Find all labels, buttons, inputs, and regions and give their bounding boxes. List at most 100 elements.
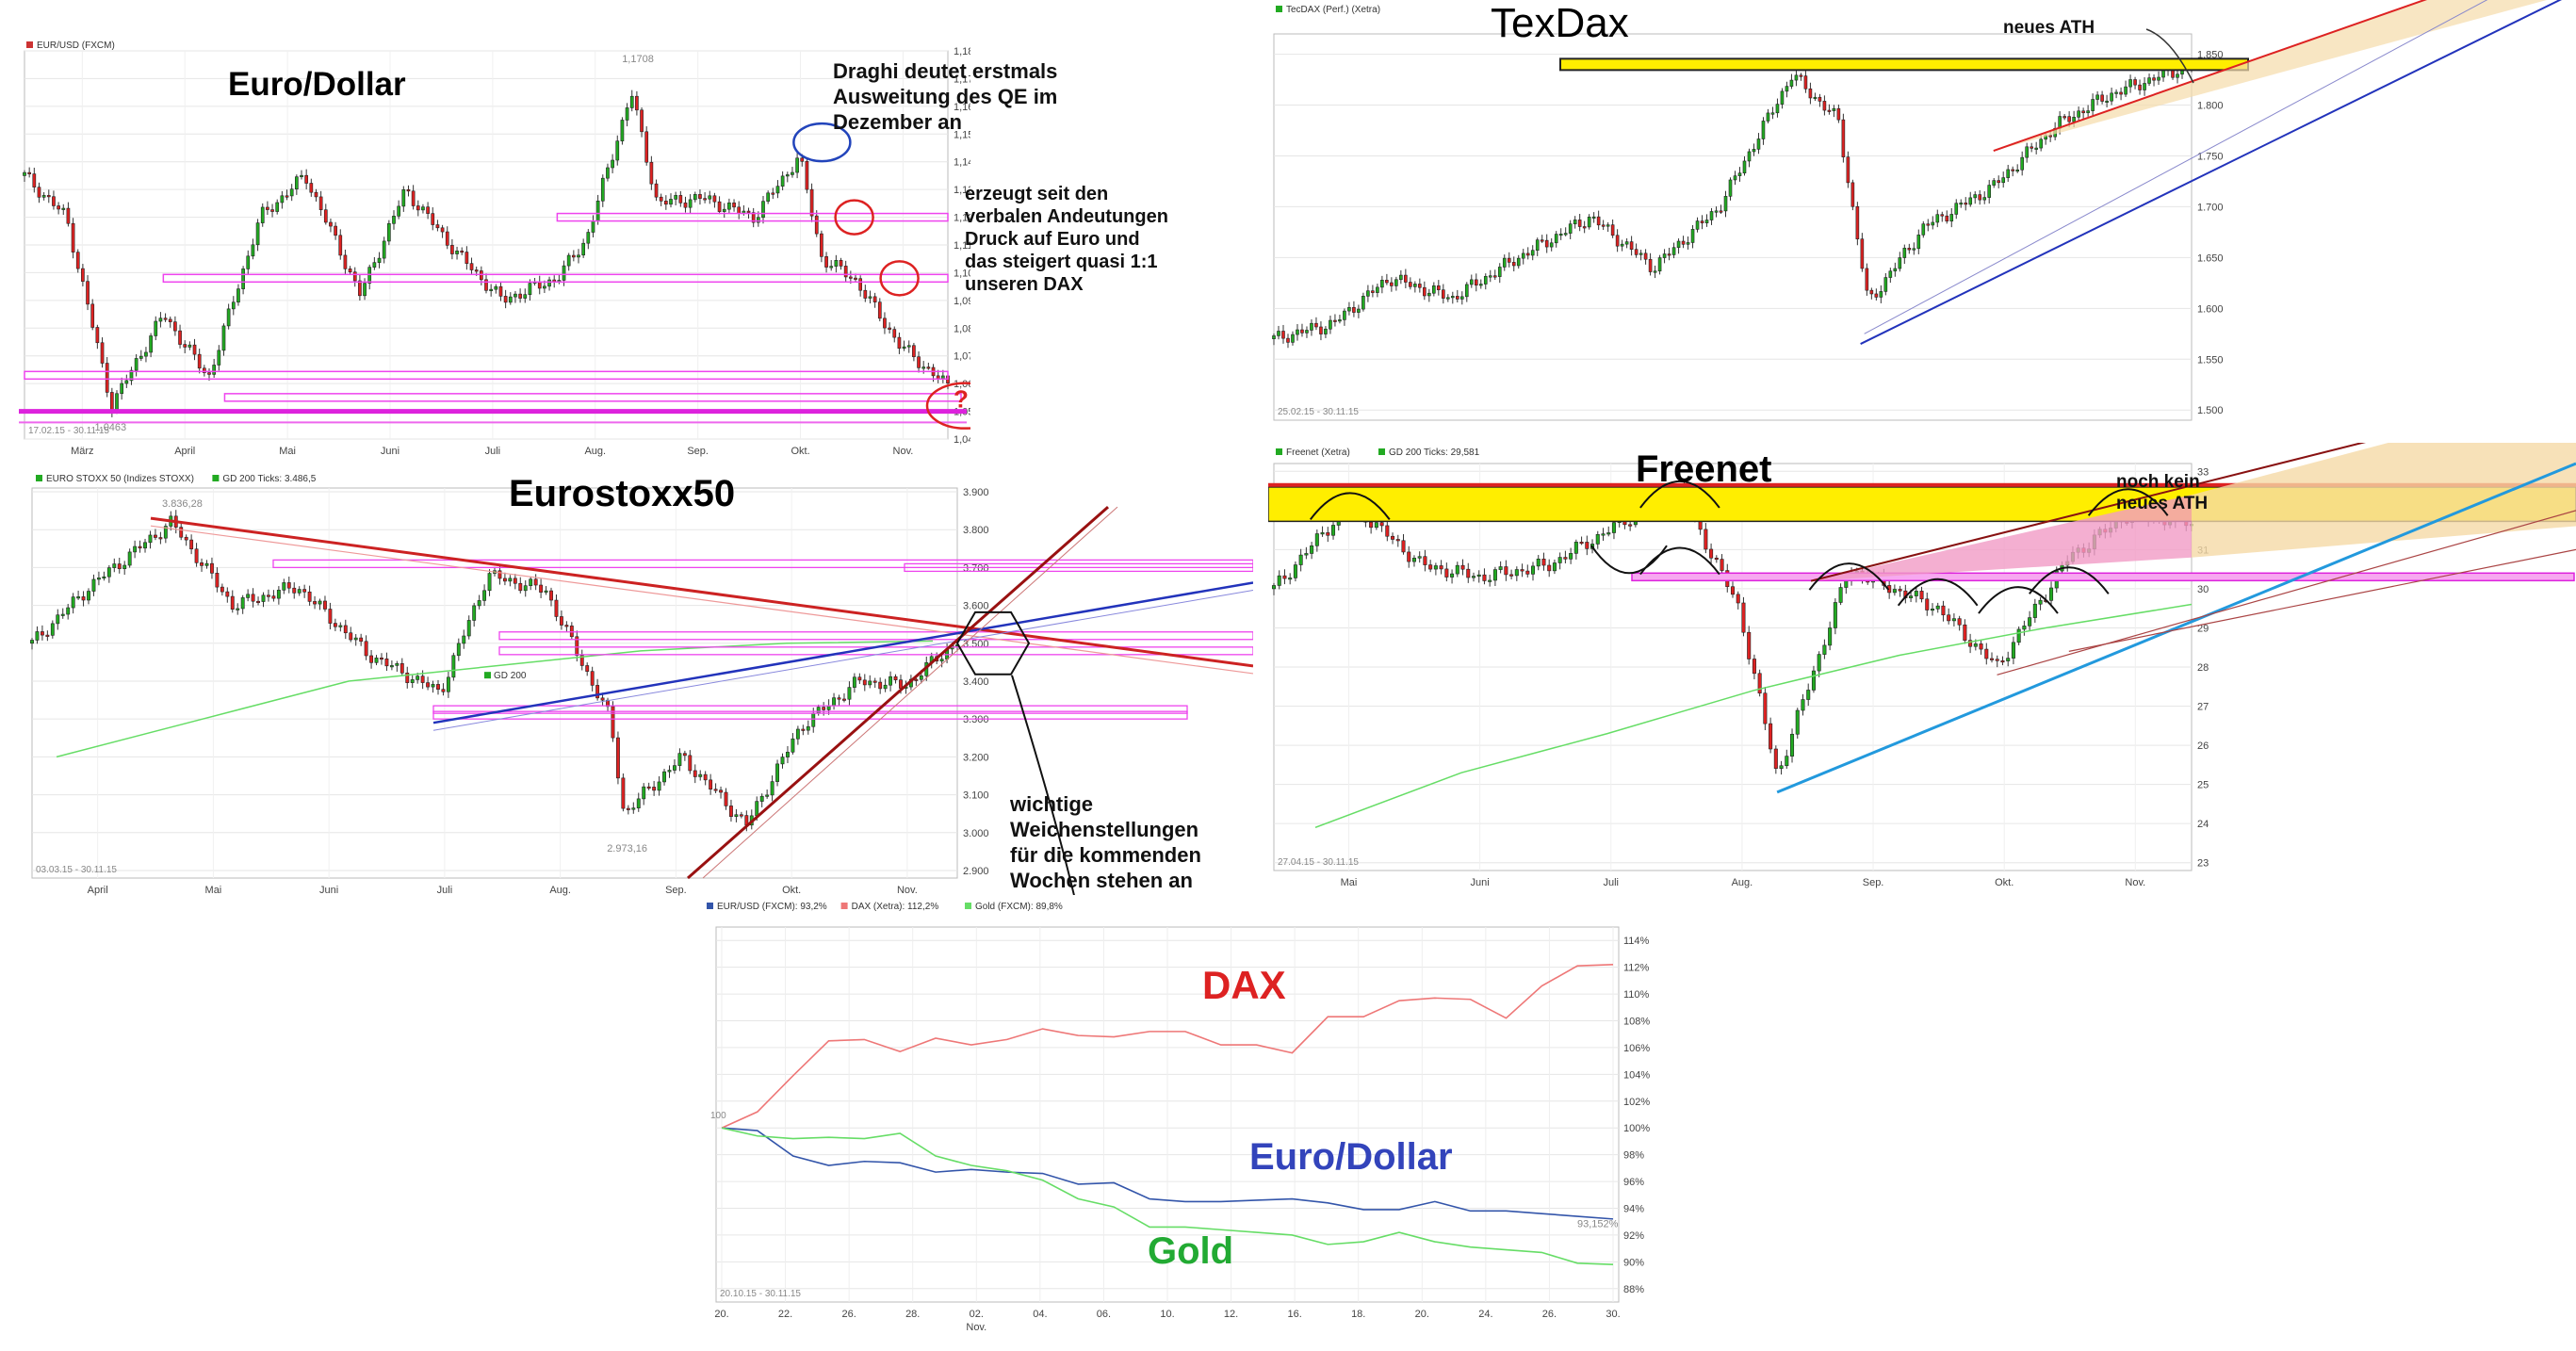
candle — [2001, 177, 2006, 184]
low-label: 2.973,16 — [607, 843, 647, 855]
candle — [2006, 658, 2011, 661]
candle — [240, 597, 245, 610]
x-tick-label: Mai — [279, 446, 296, 457]
candle — [820, 233, 823, 257]
candle — [87, 591, 90, 601]
candle — [508, 296, 513, 303]
pattern-arc — [1639, 546, 1720, 576]
eurusd-svg: 1,041,051,061,071,081,091,101,111,121,13… — [19, 41, 970, 457]
y-tick-label: 108% — [1623, 1017, 1650, 1028]
plot-frame — [31, 487, 958, 879]
candle — [939, 659, 944, 662]
candle — [1391, 535, 1395, 540]
candle — [1733, 175, 1737, 181]
candle — [389, 665, 394, 668]
candle — [1488, 579, 1492, 582]
candle — [554, 599, 559, 617]
candle — [256, 600, 260, 604]
date-range-label: 17.02.15 - 30.11.15 — [28, 426, 109, 436]
candle — [858, 278, 863, 291]
candle — [1892, 589, 1897, 594]
eurusd-annotation-druck: erzeugt seit den verbalen Andeutungen Dr… — [965, 183, 1229, 296]
candle — [724, 791, 728, 806]
support-level — [24, 370, 949, 381]
y-tick-label: 2.900 — [963, 866, 989, 877]
candle — [338, 625, 343, 627]
candle — [236, 288, 240, 303]
candle — [1736, 594, 1740, 604]
channel-fill — [1993, 0, 2547, 152]
candle — [1615, 235, 1620, 247]
candle — [1761, 121, 1766, 139]
candle — [688, 755, 693, 772]
candle — [1611, 522, 1616, 533]
x-tick-label: Okt. — [782, 885, 801, 896]
x-tick-label: Aug. — [549, 885, 571, 896]
candle — [1376, 286, 1379, 293]
candle — [693, 770, 697, 777]
candle — [1811, 670, 1816, 691]
x-tick-label: Aug. — [1732, 877, 1753, 888]
y-tick-label: 26 — [2197, 741, 2209, 752]
candle — [1997, 180, 2001, 184]
freenet-title: Freenet — [1636, 448, 1772, 490]
candle — [868, 680, 872, 686]
pattern-arc — [2029, 566, 2110, 594]
candle — [246, 255, 251, 269]
support-level — [556, 212, 949, 222]
candle — [591, 220, 595, 233]
candle — [1437, 285, 1441, 290]
candle — [1987, 185, 1992, 198]
candle — [569, 626, 574, 638]
candle — [1573, 220, 1577, 225]
candle — [318, 600, 322, 605]
candle — [1557, 557, 1562, 563]
legend-swatch — [840, 903, 848, 909]
up-trendline — [432, 581, 1253, 724]
candle — [562, 265, 566, 281]
candle — [292, 587, 297, 594]
y-tick-label: 92% — [1623, 1230, 1644, 1242]
candle — [314, 191, 318, 198]
candle — [854, 277, 857, 280]
candle — [513, 578, 517, 584]
pink-level — [1631, 572, 2575, 582]
candle — [1478, 284, 1483, 286]
candle — [280, 195, 285, 203]
candle — [267, 594, 270, 597]
candle — [775, 763, 779, 782]
candle — [46, 195, 51, 198]
candle — [1552, 562, 1557, 572]
candle — [1992, 180, 1997, 186]
candle — [1634, 249, 1639, 255]
candle — [1914, 591, 1918, 596]
candle — [489, 288, 494, 291]
candle — [631, 807, 636, 810]
candle — [173, 321, 177, 332]
candle — [1338, 319, 1342, 322]
candle — [2176, 73, 2179, 78]
candle — [105, 363, 109, 393]
eurostoxx-title: Eurostoxx50 — [509, 473, 736, 514]
candle — [1968, 197, 1973, 205]
candle — [751, 212, 756, 223]
candle — [832, 697, 837, 707]
candle — [629, 95, 634, 108]
candle — [1374, 522, 1378, 529]
x-tick-label: Juni — [319, 885, 338, 896]
candle — [822, 707, 826, 710]
y-tick-label: 1,04 — [954, 434, 970, 446]
candle — [1399, 274, 1403, 281]
candle — [484, 279, 488, 291]
y-tick-label: 1,09 — [954, 296, 970, 307]
candle — [56, 614, 60, 625]
x-tick-label: 26. — [841, 1309, 856, 1320]
candle — [416, 205, 420, 211]
candle — [862, 679, 867, 686]
candle — [1521, 252, 1525, 259]
y-tick-label: 100% — [1623, 1123, 1650, 1134]
candle — [795, 728, 800, 740]
candle — [1752, 659, 1756, 675]
candle — [1395, 539, 1400, 542]
candle — [2028, 617, 2032, 627]
